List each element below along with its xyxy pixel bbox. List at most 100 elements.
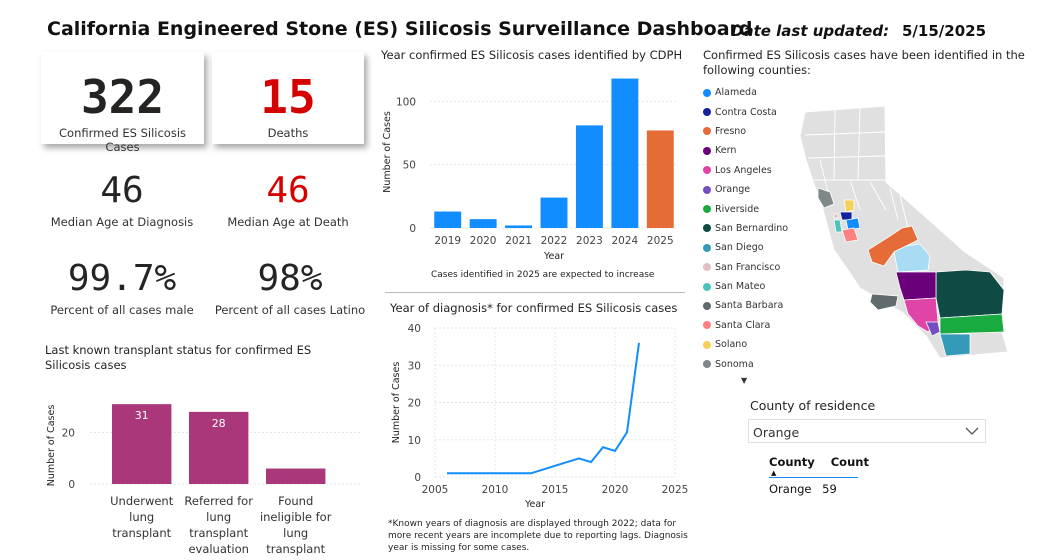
california-county-map[interactable] (790, 100, 1020, 360)
sort-asc-icon: ▲ (771, 469, 777, 477)
legend-item-san-diego[interactable]: San Diego (703, 238, 788, 257)
legend-dot-icon (703, 340, 711, 349)
legend-item-san-francisco[interactable]: San Francisco (703, 258, 788, 277)
transplant-xtick-label: evaluation (188, 542, 249, 556)
legend-item-sonoma[interactable]: Sonoma (703, 354, 788, 373)
legend-scroll-down-icon[interactable]: ▼ (741, 376, 748, 385)
county-slicer-title: County of residence (750, 398, 876, 413)
legend-dot-icon (703, 282, 711, 291)
transplant-ytick-label: 0 (68, 479, 75, 491)
dashboard-title: California Engineered Stone (ES) Silicos… (47, 18, 753, 40)
legend-item-los-angeles[interactable]: Los Angeles (703, 161, 788, 180)
legend-item-solano[interactable]: Solano (703, 335, 788, 354)
transplant-bar-1[interactable] (112, 404, 172, 484)
table-header-underline (769, 477, 858, 478)
dx-ytick-label: 40 (408, 323, 421, 335)
transplant-xtick-label: transplant (266, 542, 325, 556)
deaths-card: 15 Deaths (212, 52, 364, 144)
legend-item-santa-clara[interactable]: Santa Clara (703, 316, 788, 335)
map-county-fresno[interactable] (867, 225, 919, 267)
deaths-value: 15 (260, 70, 316, 124)
cdph-bar-2022[interactable] (540, 197, 568, 228)
legend-label: Fresno (715, 125, 747, 137)
transplant-xtick-label: lung (283, 526, 308, 540)
legend-item-san-bernardino[interactable]: San Bernardino (703, 219, 788, 238)
dx-yaxis-title: Number of Cases (391, 362, 402, 444)
legend-item-riverside[interactable]: Riverside (703, 199, 788, 218)
legend-dot-icon (703, 146, 711, 155)
map-county-san-bernardino[interactable] (935, 269, 1005, 319)
map-county-riverside[interactable] (939, 313, 1005, 335)
median-age-dx: 46 Median Age at Diagnosis (42, 173, 202, 230)
dx-xtick-label: 2025 (662, 484, 689, 496)
transplant-bar-2[interactable] (189, 411, 249, 484)
legend-dot-icon (703, 321, 711, 330)
legend-dot-icon (703, 166, 711, 175)
diagnosis-year-chart: 0 10 20 30 40 2005 2010 2015 2020 2025 Year Number … (391, 323, 689, 510)
cdph-chart-note: Cases identified in 2025 are expected to… (431, 270, 655, 280)
legend-label: Sonoma (715, 358, 754, 370)
pct-male: 99.7% Percent of all cases male (42, 258, 202, 318)
legend-dot-icon (703, 243, 711, 252)
map-county-contra-costa[interactable] (839, 211, 853, 221)
col-count-header[interactable]: Count (830, 455, 869, 469)
cdph-bar-2021[interactable] (505, 225, 533, 228)
median-age-death-label: Median Age at Death (227, 215, 349, 229)
cdph-chart-title: Year confirmed ES Silicosis cases identi… (381, 48, 683, 62)
map-county-alameda[interactable] (845, 217, 861, 231)
median-age-death-value: 46 (266, 170, 310, 211)
map-county-santa-barbara[interactable] (869, 293, 899, 311)
cdph-bar-2020[interactable] (469, 219, 497, 228)
legend-dot-icon (703, 205, 711, 214)
cdph-xtick-label: 2020 (470, 235, 497, 247)
legend-item-orange[interactable]: Orange (703, 180, 788, 199)
legend-label: Contra Costa (715, 106, 777, 118)
legend-label: Santa Clara (715, 319, 771, 331)
dx-series-line[interactable] (447, 342, 640, 475)
county-slicer-selected: Orange (753, 425, 800, 440)
cases-card: 322 Confirmed ES Silicosis Cases (41, 52, 204, 154)
dx-ytick-label: 20 (408, 398, 421, 410)
legend-item-alameda[interactable]: Alameda (703, 83, 788, 102)
legend-dot-icon (703, 88, 711, 97)
pct-male-value: 99.7% (67, 258, 177, 299)
county-slicer-dropdown[interactable]: Orange (748, 419, 986, 443)
map-county-santa-clara[interactable] (841, 227, 859, 243)
cdph-bar-2019[interactable] (434, 211, 462, 228)
legend-item-fresno[interactable]: Fresno (703, 122, 788, 141)
cdph-bar-2024[interactable] (611, 78, 639, 229)
legend-dot-icon (703, 263, 711, 272)
transplant-xtick-label: lung (206, 510, 231, 524)
cdph-bar-2025[interactable] (646, 130, 674, 228)
deaths-label: Deaths (267, 126, 309, 140)
dx-ytick-label: 30 (408, 360, 421, 372)
legend-item-san-mateo[interactable]: San Mateo (703, 277, 788, 296)
legend-item-contra-costa[interactable]: Contra Costa (703, 102, 788, 121)
transplant-bar-label: 28 (212, 417, 226, 430)
map-county-sonoma[interactable] (817, 187, 835, 209)
transplant-chart: 0 20 31 Underwent lung transplant 28 Referred f… (46, 404, 360, 556)
legend-label: San Bernardino (715, 222, 789, 234)
legend-label: Riverside (715, 203, 760, 215)
cdph-year-chart: 0 50 100 2019 2020 2021 2022 2023 2024 2025 Year Nu… (382, 78, 678, 262)
date-updated-label: Date last updated: (731, 22, 890, 40)
legend-item-santa-barbara[interactable]: Santa Barbara (703, 296, 788, 315)
map-county-san-diego[interactable] (939, 333, 971, 357)
transplant-bar-3[interactable] (266, 468, 326, 484)
col-county-header[interactable]: County (769, 455, 815, 469)
legend-item-kern[interactable]: Kern (703, 141, 788, 160)
map-county-solano[interactable] (843, 199, 855, 213)
map-county-san-francisco[interactable] (833, 213, 839, 219)
cdph-bar-2023[interactable] (575, 125, 603, 228)
cdph-ytick-label: 0 (409, 223, 416, 235)
dx-xtick-label: 2020 (602, 484, 629, 496)
cdph-xtick-label: 2021 (505, 235, 532, 247)
legend-dot-icon (703, 185, 711, 194)
cdph-xaxis-title: Year (543, 251, 564, 262)
transplant-chart-title: Last known transplant status for confirm… (45, 343, 312, 372)
county-legend: Alameda Contra Costa Fresno Kern Los Angeles… (703, 83, 788, 374)
dx-xtick-label: 2010 (482, 484, 509, 496)
map-county-san-mateo[interactable] (833, 219, 843, 233)
chart-divider (385, 292, 685, 293)
county-table-header: County Count (769, 455, 869, 469)
